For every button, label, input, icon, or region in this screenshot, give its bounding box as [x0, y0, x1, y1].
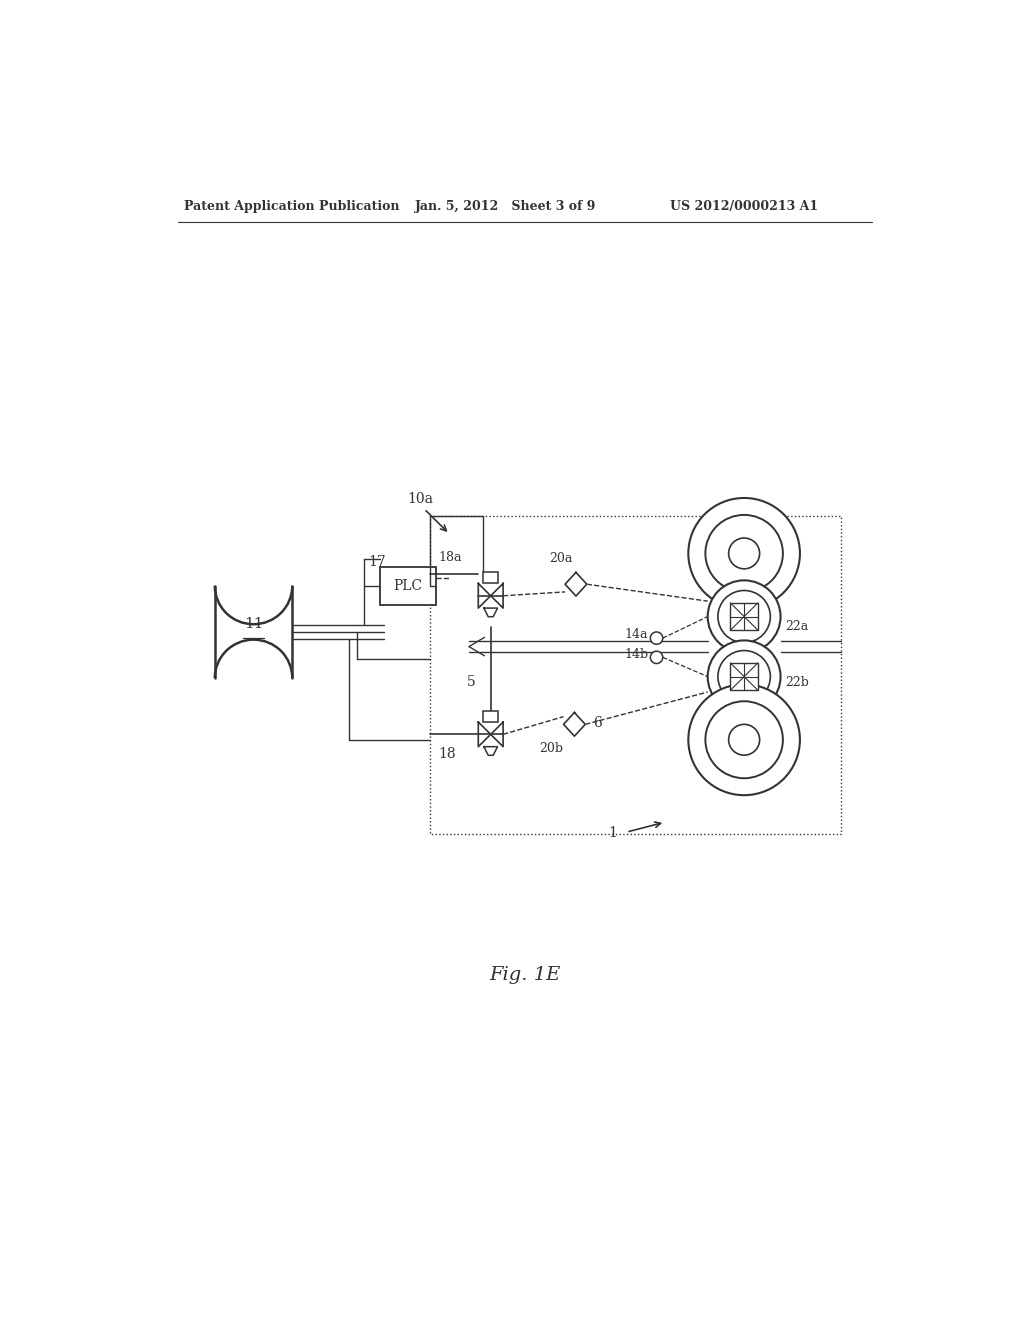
Bar	[430, 516, 841, 834]
Circle shape	[708, 581, 780, 653]
Circle shape	[708, 640, 780, 713]
Text: 18a: 18a	[438, 550, 462, 564]
Text: Patent Application Publication: Patent Application Publication	[183, 199, 399, 213]
Circle shape	[688, 498, 800, 609]
Polygon shape	[565, 573, 587, 597]
Text: 1: 1	[608, 826, 617, 840]
Text: US 2012/0000213 A1: US 2012/0000213 A1	[671, 199, 818, 213]
Bar	[483, 573, 498, 583]
Bar	[730, 663, 758, 690]
Circle shape	[706, 515, 783, 591]
Circle shape	[650, 651, 663, 664]
Text: Fig. 1E: Fig. 1E	[489, 966, 560, 983]
Polygon shape	[490, 583, 503, 609]
Circle shape	[688, 684, 800, 795]
Text: PLC: PLC	[393, 578, 422, 593]
Polygon shape	[484, 609, 498, 616]
Text: 20a: 20a	[549, 552, 572, 565]
Polygon shape	[478, 583, 490, 609]
Text: 14a: 14a	[624, 628, 647, 640]
Text: 22a: 22a	[785, 620, 809, 634]
Text: 18: 18	[438, 747, 456, 760]
Circle shape	[729, 539, 760, 569]
Bar	[380, 566, 435, 605]
Circle shape	[718, 651, 770, 702]
Bar	[730, 603, 758, 631]
Circle shape	[650, 632, 663, 644]
Bar	[483, 711, 498, 722]
Text: 22b: 22b	[785, 676, 809, 689]
Text: 6: 6	[593, 715, 602, 730]
Text: 5: 5	[467, 675, 475, 689]
Text: 10a: 10a	[407, 492, 433, 506]
Circle shape	[706, 701, 783, 779]
Polygon shape	[478, 722, 490, 747]
Circle shape	[729, 725, 760, 755]
Text: 11: 11	[244, 618, 263, 631]
Polygon shape	[490, 722, 503, 747]
Text: 14b: 14b	[624, 648, 648, 661]
Circle shape	[718, 590, 770, 643]
Text: 20b: 20b	[539, 742, 563, 755]
Text: Jan. 5, 2012   Sheet 3 of 9: Jan. 5, 2012 Sheet 3 of 9	[415, 199, 596, 213]
Polygon shape	[563, 713, 586, 737]
Text: 17: 17	[369, 554, 386, 569]
Polygon shape	[484, 747, 498, 755]
